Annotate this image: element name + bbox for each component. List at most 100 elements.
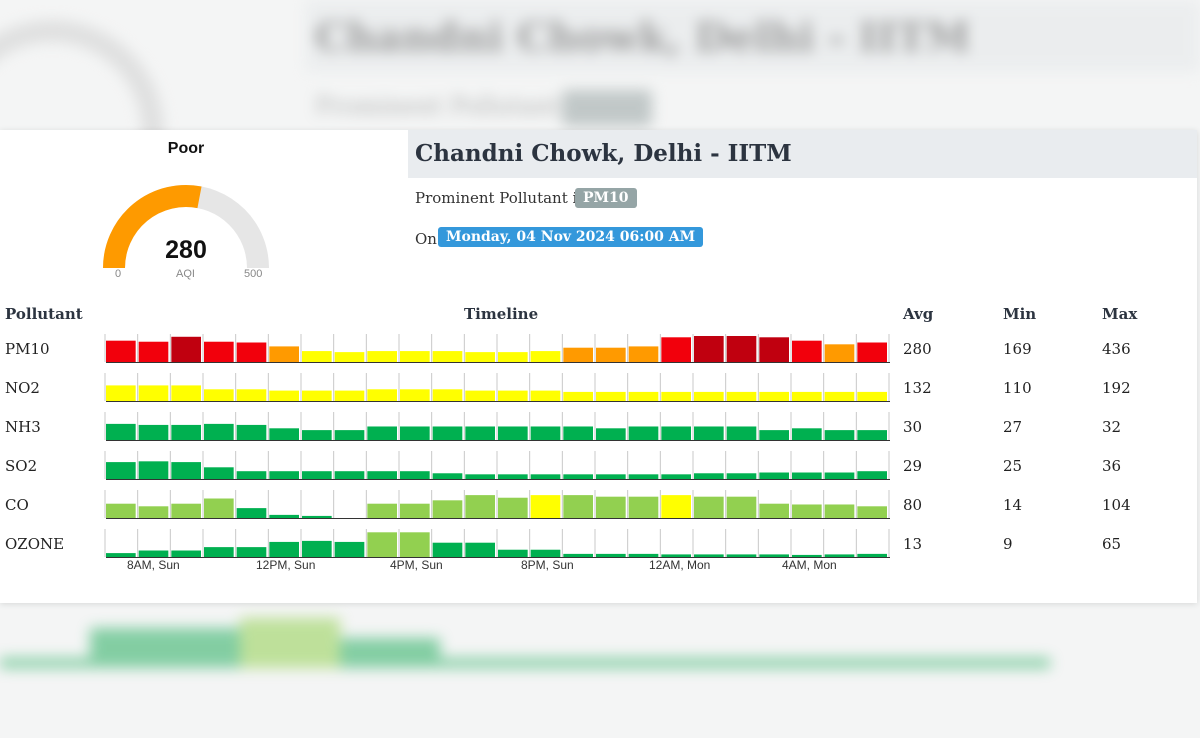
timeline-bar-nh3[interactable] <box>661 426 691 440</box>
timeline-bar-co[interactable] <box>269 514 299 518</box>
timeline-bar-so2[interactable] <box>563 474 593 479</box>
timeline-bar-no2[interactable] <box>759 391 789 401</box>
timeline-bar-ozone[interactable] <box>400 532 430 557</box>
timeline-bar-so2[interactable] <box>138 461 169 479</box>
timeline-bar-pm10[interactable] <box>596 347 626 362</box>
timeline-bar-co[interactable] <box>857 506 887 518</box>
timeline-bar-pm10[interactable] <box>236 342 267 363</box>
timeline-bar-so2[interactable] <box>171 462 201 479</box>
timeline-bar-nh3[interactable] <box>792 428 822 440</box>
timeline-bar-ozone[interactable] <box>171 550 201 558</box>
timeline-bar-co[interactable] <box>694 496 724 518</box>
timeline-bar-co[interactable] <box>824 504 855 518</box>
timeline-bar-ozone[interactable] <box>204 547 234 557</box>
timeline-bar-nh3[interactable] <box>204 423 234 440</box>
timeline-bar-so2[interactable] <box>726 473 757 479</box>
timeline-bar-pm10[interactable] <box>792 340 822 362</box>
timeline-bar-no2[interactable] <box>596 391 626 401</box>
timeline-bar-ozone[interactable] <box>432 542 463 557</box>
timeline-bar-no2[interactable] <box>106 385 136 401</box>
timeline-bar-no2[interactable] <box>824 391 855 401</box>
timeline-bar-ozone[interactable] <box>302 540 332 557</box>
timeline-bar-nh3[interactable] <box>302 430 332 440</box>
timeline-bar-so2[interactable] <box>498 474 528 479</box>
timeline-bar-nh3[interactable] <box>465 426 495 440</box>
timeline-bar-ozone[interactable] <box>563 553 593 557</box>
timeline-bar-nh3[interactable] <box>596 428 626 440</box>
timeline-bar-no2[interactable] <box>334 390 365 401</box>
timeline-bar-ozone[interactable] <box>661 554 691 557</box>
timeline-bar-pm10[interactable] <box>465 352 495 362</box>
timeline-bar-so2[interactable] <box>367 471 397 479</box>
timeline-bar-no2[interactable] <box>367 389 397 401</box>
timeline-bar-ozone[interactable] <box>106 553 136 557</box>
timeline-bar-pm10[interactable] <box>302 351 332 362</box>
timeline-bar-co[interactable] <box>792 504 822 518</box>
timeline-bar-co[interactable] <box>432 500 463 518</box>
timeline-bar-nh3[interactable] <box>857 430 887 440</box>
timeline-bar-no2[interactable] <box>628 391 659 401</box>
timeline-bar-ozone[interactable] <box>530 549 561 557</box>
timeline-bar-so2[interactable] <box>628 474 659 479</box>
timeline-bar-pm10[interactable] <box>628 346 659 362</box>
timeline-bar-so2[interactable] <box>596 474 626 479</box>
timeline-bar-co[interactable] <box>759 503 789 518</box>
timeline-bar-nh3[interactable] <box>498 426 528 440</box>
timeline-bar-so2[interactable] <box>269 471 299 479</box>
timeline-bar-nh3[interactable] <box>334 430 365 440</box>
timeline-bar-ozone[interactable] <box>628 553 659 557</box>
timeline-bar-no2[interactable] <box>269 390 299 401</box>
timeline-bar-co[interactable] <box>465 495 495 518</box>
timeline-bar-nh3[interactable] <box>530 426 561 440</box>
timeline-bar-co[interactable] <box>236 508 267 518</box>
timeline-bar-nh3[interactable] <box>236 424 267 440</box>
timeline-bar-co[interactable] <box>204 498 234 519</box>
timeline-bar-ozone[interactable] <box>334 541 365 557</box>
timeline-bar-co[interactable] <box>106 503 136 518</box>
timeline-bar-nh3[interactable] <box>563 426 593 440</box>
timeline-bar-no2[interactable] <box>236 389 267 401</box>
timeline-bar-pm10[interactable] <box>498 352 528 362</box>
timeline-bar-co[interactable] <box>628 496 659 518</box>
timeline-bar-nh3[interactable] <box>269 428 299 440</box>
timeline-bar-pm10[interactable] <box>563 347 593 362</box>
timeline-bar-pm10[interactable] <box>204 341 234 362</box>
timeline-bar-so2[interactable] <box>759 472 789 480</box>
timeline-bar-nh3[interactable] <box>824 430 855 440</box>
timeline-bar-so2[interactable] <box>661 474 691 479</box>
timeline-bar-ozone[interactable] <box>759 554 789 557</box>
timeline-bar-co[interactable] <box>367 503 397 518</box>
timeline-bar-no2[interactable] <box>204 389 234 401</box>
timeline-bar-no2[interactable] <box>530 390 561 401</box>
timeline-bar-nh3[interactable] <box>171 424 201 440</box>
timeline-bar-co[interactable] <box>400 503 430 518</box>
timeline-bar-so2[interactable] <box>302 471 332 479</box>
timeline-bar-so2[interactable] <box>106 462 136 479</box>
timeline-bar-ozone[interactable] <box>367 532 397 557</box>
timeline-bar-pm10[interactable] <box>334 352 365 362</box>
timeline-bar-no2[interactable] <box>694 391 724 401</box>
timeline-bar-pm10[interactable] <box>432 351 463 362</box>
timeline-bar-co[interactable] <box>661 495 691 518</box>
timeline-bar-ozone[interactable] <box>236 547 267 557</box>
timeline-bar-ozone[interactable] <box>726 554 757 557</box>
timeline-bar-co[interactable] <box>530 495 561 518</box>
timeline-bar-pm10[interactable] <box>106 340 136 362</box>
timeline-bar-ozone[interactable] <box>138 550 169 558</box>
timeline-bar-nh3[interactable] <box>432 426 463 440</box>
timeline-bar-so2[interactable] <box>400 471 430 479</box>
timeline-bar-nh3[interactable] <box>106 423 136 440</box>
timeline-bar-so2[interactable] <box>334 471 365 479</box>
timeline-bar-so2[interactable] <box>236 471 267 479</box>
timeline-bar-nh3[interactable] <box>400 426 430 440</box>
timeline-bar-so2[interactable] <box>792 472 822 480</box>
timeline-bar-ozone[interactable] <box>857 553 887 557</box>
timeline-bar-no2[interactable] <box>726 391 757 401</box>
timeline-bar-so2[interactable] <box>432 473 463 479</box>
timeline-bar-pm10[interactable] <box>400 351 430 362</box>
timeline-bar-co[interactable] <box>596 496 626 518</box>
timeline-bar-so2[interactable] <box>530 474 561 479</box>
timeline-bar-no2[interactable] <box>563 391 593 401</box>
timeline-bar-co[interactable] <box>302 515 332 518</box>
timeline-bar-no2[interactable] <box>400 389 430 401</box>
